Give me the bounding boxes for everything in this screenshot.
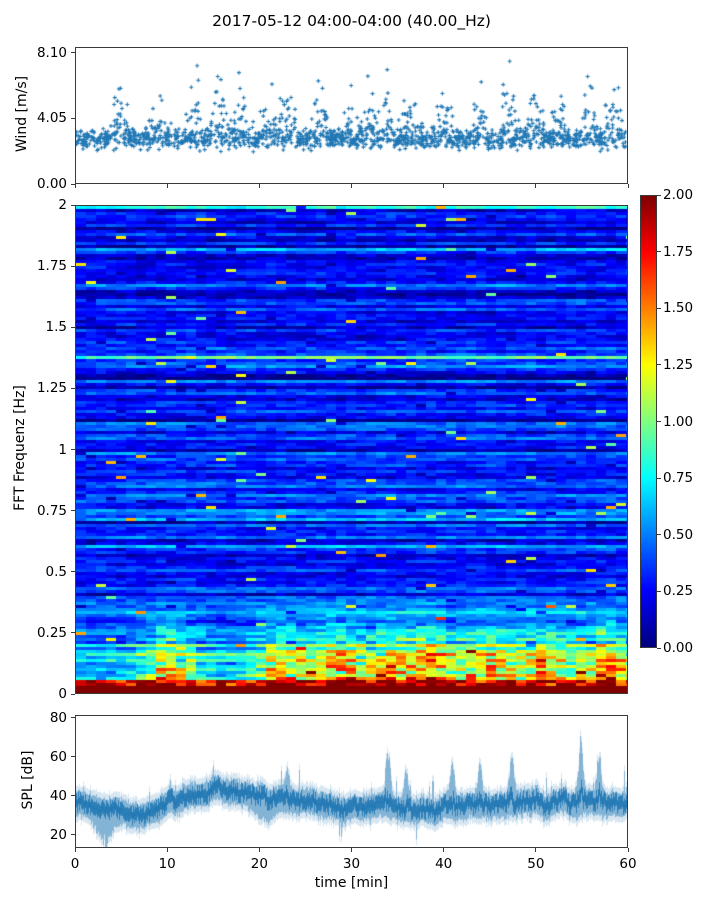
colorbar-gradient-canvas <box>641 196 656 647</box>
spec-ytick-label-2: 1.5 <box>45 319 67 336</box>
spec-ytick-label-5: 0.75 <box>36 502 67 519</box>
colorbar-tick-mark-4 <box>657 421 661 422</box>
spl-line-canvas <box>76 716 627 847</box>
spl-ytick-label-3: 80 <box>49 709 67 726</box>
spec-ytick-mark-0 <box>71 204 75 206</box>
spl-xtick-label-6: 60 <box>619 856 637 872</box>
spl-xtick-label-5: 50 <box>527 856 545 872</box>
colorbar-tick-mark-7 <box>657 590 661 592</box>
spl-ytick-mark-0 <box>71 834 75 836</box>
wind-xtick-mark-1 <box>166 184 168 188</box>
colorbar-tick-mark-6 <box>657 534 661 536</box>
spl-xtick-label-0: 0 <box>70 856 80 872</box>
wind-ytick-label-1: 4.05 <box>36 110 67 127</box>
wind-ytick-mark-0 <box>71 183 75 185</box>
wind-ytick-mark-2 <box>71 52 75 54</box>
colorbar-tick-mark-2 <box>657 307 661 309</box>
spl-ytick-mark-1 <box>71 795 75 797</box>
colorbar-tick-label-5: 0.75 <box>663 470 694 487</box>
colorbar-tick-label-2: 1.50 <box>663 300 694 317</box>
colorbar-tick-label-4: 1.00 <box>663 413 694 430</box>
spl-xtick-label-3: 30 <box>342 856 361 872</box>
spec-ytick-label-4: 1 <box>58 441 67 458</box>
spl-xtick-label-2: 20 <box>250 856 268 872</box>
wind-ytick-mark-1 <box>71 117 75 119</box>
spec-ytick-mark-3 <box>71 387 75 389</box>
wind-ytick-label-0: 0.00 <box>36 176 67 192</box>
spl-ytick-label-0: 20 <box>49 826 67 843</box>
colorbar-tick-mark-1 <box>657 251 661 253</box>
spl-ytick-label-2: 60 <box>49 748 67 765</box>
spl-xtick-mark-0 <box>74 848 76 852</box>
spec-ytick-mark-6 <box>71 571 75 573</box>
x-axis-label: time [min] <box>314 875 389 891</box>
colorbar-tick-label-3: 1.25 <box>663 356 694 373</box>
wind-xtick-mark-3 <box>351 184 352 188</box>
spec-ytick-mark-4 <box>71 449 75 450</box>
spec-ytick-label-8: 0 <box>58 686 67 702</box>
colorbar-tick-label-0: 2.00 <box>663 187 694 203</box>
colorbar-tick-label-6: 0.50 <box>663 526 694 543</box>
wind-scatter-canvas <box>76 48 627 183</box>
spl-xtick-mark-2 <box>258 848 260 852</box>
spec-ytick-mark-2 <box>71 326 75 328</box>
spl-xtick-mark-6 <box>627 848 629 852</box>
wind-xtick-mark-6 <box>627 184 629 188</box>
colorbar-tick-label-7: 0.25 <box>663 583 694 600</box>
wind-xtick-mark-5 <box>535 184 537 188</box>
wind-xtick-mark-0 <box>74 184 76 188</box>
spec-ytick-label-1: 1.75 <box>36 258 67 275</box>
spl-subplot <box>75 715 628 848</box>
colorbar-tick-mark-8 <box>657 647 661 649</box>
spec-ytick-mark-8 <box>71 693 75 695</box>
spl-xtick-mark-1 <box>166 848 168 852</box>
spl-xtick-label-1: 10 <box>158 856 176 872</box>
spec-ytick-mark-7 <box>71 632 75 634</box>
spectrogram-subplot <box>75 205 628 694</box>
wind-xtick-mark-2 <box>258 184 260 188</box>
wind-xtick-mark-4 <box>443 184 445 188</box>
colorbar-tick-mark-5 <box>657 477 661 479</box>
wind-ytick-label-2: 8.10 <box>36 44 67 61</box>
colorbar <box>640 195 657 648</box>
colorbar-tick-mark-3 <box>657 364 661 366</box>
spec-ytick-label-0: 2 <box>58 197 67 213</box>
spec-ytick-mark-1 <box>71 265 75 267</box>
wind-subplot <box>75 47 628 184</box>
spl-xtick-mark-4 <box>443 848 445 852</box>
figure-title: 2017-05-12 04:00-04:00 (40.00_Hz) <box>212 12 491 30</box>
spl-xtick-mark-5 <box>535 848 537 852</box>
spec-ytick-label-6: 0.5 <box>45 563 67 580</box>
spec-ytick-mark-5 <box>71 510 75 512</box>
spl-ytick-label-1: 40 <box>49 787 67 804</box>
spl-ytick-mark-3 <box>71 717 75 719</box>
spl-xtick-mark-3 <box>351 848 352 852</box>
spec-ytick-label-3: 1.25 <box>36 380 67 397</box>
colorbar-tick-label-8: 0.00 <box>663 640 694 656</box>
colorbar-tick-mark-0 <box>657 194 661 196</box>
spectrogram-heatmap-canvas <box>76 206 627 693</box>
spec-ytick-label-7: 0.25 <box>36 624 67 641</box>
spl-xtick-label-4: 40 <box>435 856 453 872</box>
spl-ytick-mark-2 <box>71 756 75 758</box>
colorbar-tick-label-1: 1.75 <box>663 243 694 260</box>
